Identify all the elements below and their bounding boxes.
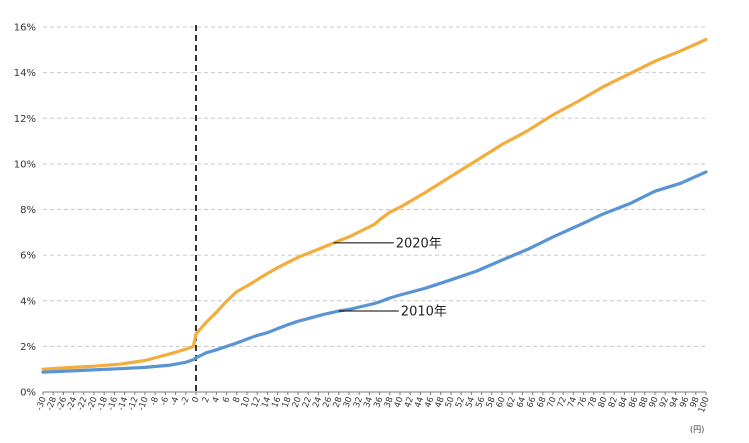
x-tick-label: -28 [45, 396, 59, 412]
x-tick-label: 70 [546, 396, 559, 410]
x-tick-label: -6 [159, 396, 171, 407]
annotation-label: 2010年 [401, 305, 447, 320]
gridlines [43, 26, 706, 347]
x-tick-label: 6 [221, 396, 232, 405]
x-tick-label: 94 [668, 396, 681, 410]
x-tick-label: 16 [270, 396, 283, 410]
x-tick-label: 86 [627, 396, 640, 410]
y-tick-label: 16% [14, 23, 36, 34]
x-tick-label: 26 [321, 396, 334, 410]
x-tick-label: 48 [434, 396, 447, 410]
x-tick-label: 62 [505, 396, 518, 410]
x-tick-label: -22 [75, 396, 89, 412]
x-tick-label: 28 [332, 396, 345, 410]
x-tick-label: 54 [464, 396, 477, 410]
x-tick-label: 42 [403, 396, 416, 410]
x-tick-label: 36 [372, 396, 385, 410]
series-lines [41, 37, 708, 374]
y-tick-label: 8% [20, 205, 36, 216]
x-tick-label: -4 [169, 396, 181, 407]
x-tick-label: 96 [678, 396, 691, 410]
y-tick-label: 14% [14, 68, 36, 79]
x-tick-label: -8 [149, 396, 161, 407]
y-tick-label: 2% [20, 342, 36, 353]
axes: 0%2%4%6%8%10%12%14%16%-30-28-26-24-22-20… [14, 23, 712, 415]
x-tick-label: 24 [311, 396, 324, 410]
x-tick-label: 90 [648, 396, 661, 410]
x-tick-label: -30 [35, 396, 49, 412]
x-tick-label: 72 [556, 396, 569, 410]
x-tick-label: 80 [597, 396, 610, 410]
x-tick-label: 56 [474, 396, 487, 410]
y-tick-label: 0% [20, 388, 36, 399]
x-tick-label: 78 [587, 396, 600, 410]
x-tick-label: 32 [352, 396, 365, 410]
x-tick-label: -2 [179, 396, 191, 407]
annotation-label: 2020年 [396, 236, 442, 251]
x-tick-label: 46 [423, 396, 436, 410]
x-tick-label: -14 [116, 396, 130, 412]
x-tick-label: 12 [250, 396, 263, 410]
x-tick-label: 76 [576, 396, 589, 410]
x-tick-label: -20 [86, 396, 100, 412]
x-tick-label: 66 [525, 396, 538, 410]
x-tick-label: 58 [485, 396, 498, 410]
x-tick-label: 38 [383, 396, 396, 410]
x-tick-label: 40 [393, 396, 406, 410]
x-tick-label: 2 [201, 396, 212, 405]
x-tick-label: -26 [55, 396, 69, 412]
x-unit-label: (円) [690, 425, 704, 434]
series-line [41, 37, 708, 371]
x-tick-label: 52 [454, 396, 467, 410]
annotations: 2020年 2010年 [333, 236, 447, 320]
x-tick-label: 98 [689, 396, 702, 410]
x-tick-label: 50 [444, 396, 457, 410]
x-tick-label: 68 [536, 396, 549, 410]
x-tick-label: 4 [211, 396, 222, 405]
x-tick-label: -24 [65, 396, 79, 412]
y-tick-label: 10% [14, 159, 36, 170]
x-tick-label: -10 [137, 396, 151, 412]
x-tick-label: 64 [515, 396, 528, 410]
x-tick-label: 60 [495, 396, 508, 410]
x-tick-label: 20 [291, 396, 304, 410]
x-tick-label: 44 [413, 396, 426, 410]
y-tick-label: 12% [14, 114, 36, 125]
x-tick-label: 88 [638, 396, 651, 410]
x-tick-label: 8 [231, 396, 242, 405]
x-tick-label: 22 [301, 396, 314, 410]
x-tick-label: 30 [342, 396, 355, 410]
x-tick-label: -16 [106, 396, 120, 412]
x-tick-label: 92 [658, 396, 671, 410]
x-tick-label: 84 [617, 396, 630, 410]
y-tick-label: 4% [20, 296, 36, 307]
x-tick-label: -12 [126, 396, 140, 412]
x-tick-label: 18 [281, 396, 294, 410]
x-tick-label: 74 [566, 396, 579, 410]
x-tick-label: -18 [96, 396, 110, 412]
x-tick-label: 0 [191, 396, 202, 405]
series-line [41, 170, 708, 374]
y-tick-label: 6% [20, 251, 36, 262]
x-tick-label: 82 [607, 396, 620, 410]
x-tick-label: 10 [240, 396, 253, 410]
x-tick-label: 14 [260, 396, 273, 410]
x-tick-label: 34 [362, 396, 375, 410]
